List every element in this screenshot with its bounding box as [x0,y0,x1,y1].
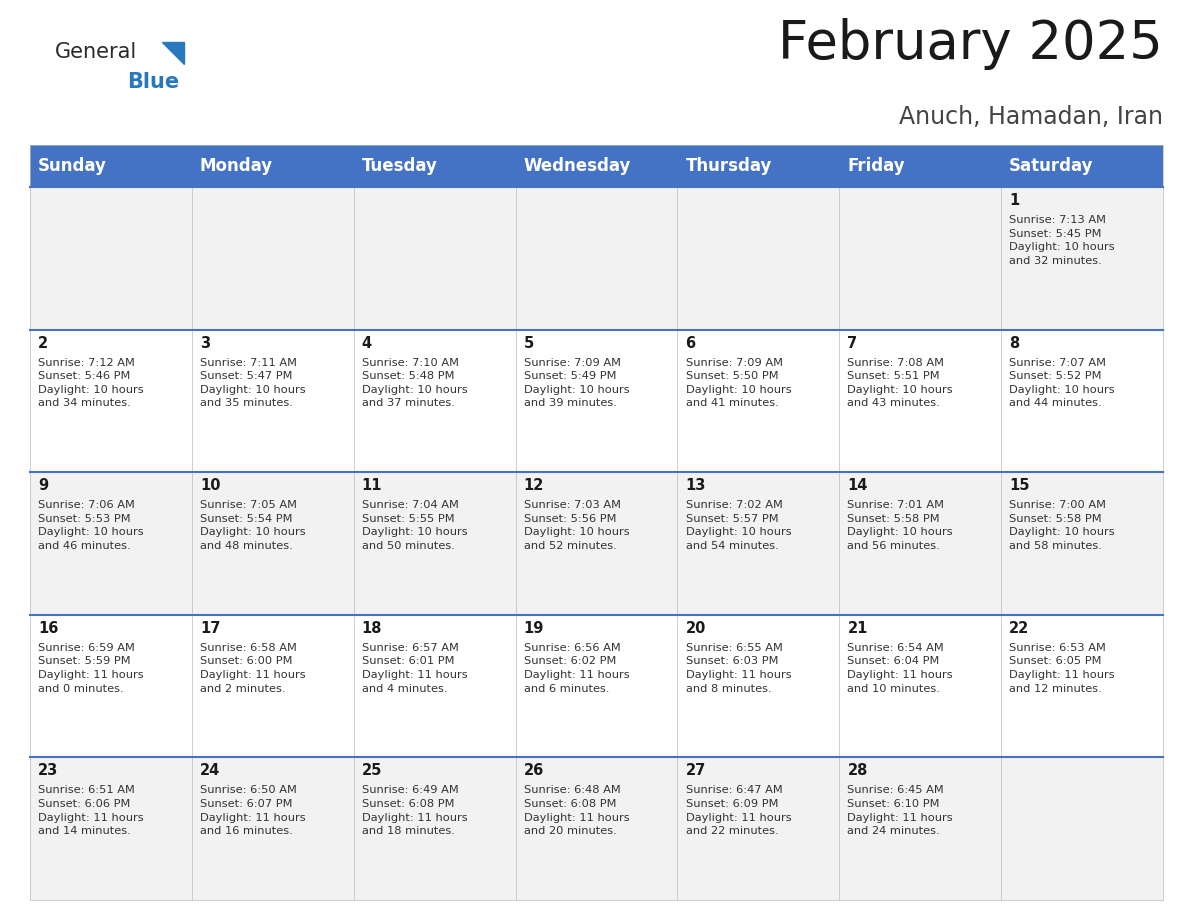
Text: 1: 1 [1010,193,1019,208]
Text: Sunrise: 7:02 AM
Sunset: 5:57 PM
Daylight: 10 hours
and 54 minutes.: Sunrise: 7:02 AM Sunset: 5:57 PM Dayligh… [685,500,791,551]
Text: Sunrise: 7:01 AM
Sunset: 5:58 PM
Daylight: 10 hours
and 56 minutes.: Sunrise: 7:01 AM Sunset: 5:58 PM Dayligh… [847,500,953,551]
Text: 22: 22 [1010,621,1030,636]
Text: Sunrise: 6:54 AM
Sunset: 6:04 PM
Daylight: 11 hours
and 10 minutes.: Sunrise: 6:54 AM Sunset: 6:04 PM Dayligh… [847,643,953,694]
Text: 28: 28 [847,764,867,778]
Text: Sunrise: 6:59 AM
Sunset: 5:59 PM
Daylight: 11 hours
and 0 minutes.: Sunrise: 6:59 AM Sunset: 5:59 PM Dayligh… [38,643,144,694]
Bar [677,145,839,187]
Text: 9: 9 [38,478,49,493]
Text: Anuch, Hamadan, Iran: Anuch, Hamadan, Iran [899,105,1163,129]
Text: Sunrise: 7:03 AM
Sunset: 5:56 PM
Daylight: 10 hours
and 52 minutes.: Sunrise: 7:03 AM Sunset: 5:56 PM Dayligh… [524,500,630,551]
Polygon shape [162,42,184,64]
Text: Sunrise: 7:09 AM
Sunset: 5:50 PM
Daylight: 10 hours
and 41 minutes.: Sunrise: 7:09 AM Sunset: 5:50 PM Dayligh… [685,358,791,409]
Text: 27: 27 [685,764,706,778]
Text: Sunrise: 7:11 AM
Sunset: 5:47 PM
Daylight: 10 hours
and 35 minutes.: Sunrise: 7:11 AM Sunset: 5:47 PM Dayligh… [200,358,305,409]
Text: Sunrise: 7:10 AM
Sunset: 5:48 PM
Daylight: 10 hours
and 37 minutes.: Sunrise: 7:10 AM Sunset: 5:48 PM Dayligh… [362,358,467,409]
Text: 6: 6 [685,336,696,351]
Bar [30,187,1163,330]
Text: 25: 25 [362,764,383,778]
Text: Sunrise: 6:56 AM
Sunset: 6:02 PM
Daylight: 11 hours
and 6 minutes.: Sunrise: 6:56 AM Sunset: 6:02 PM Dayligh… [524,643,630,694]
Text: Saturday: Saturday [1010,157,1094,175]
Text: 5: 5 [524,336,533,351]
Text: Wednesday: Wednesday [524,157,631,175]
Text: Blue: Blue [127,72,179,92]
Text: General: General [55,42,138,62]
Text: Friday: Friday [847,157,905,175]
Text: 19: 19 [524,621,544,636]
Text: 10: 10 [200,478,221,493]
Text: Sunrise: 7:05 AM
Sunset: 5:54 PM
Daylight: 10 hours
and 48 minutes.: Sunrise: 7:05 AM Sunset: 5:54 PM Dayligh… [200,500,305,551]
Bar [30,330,1163,472]
Text: 17: 17 [200,621,220,636]
Bar [839,145,1001,187]
Text: 21: 21 [847,621,867,636]
Text: February 2025: February 2025 [778,18,1163,70]
Text: 4: 4 [362,336,372,351]
Text: Sunrise: 6:58 AM
Sunset: 6:00 PM
Daylight: 11 hours
and 2 minutes.: Sunrise: 6:58 AM Sunset: 6:00 PM Dayligh… [200,643,305,694]
Text: 23: 23 [38,764,58,778]
Text: Sunrise: 6:45 AM
Sunset: 6:10 PM
Daylight: 11 hours
and 24 minutes.: Sunrise: 6:45 AM Sunset: 6:10 PM Dayligh… [847,786,953,836]
Text: Sunrise: 6:53 AM
Sunset: 6:05 PM
Daylight: 11 hours
and 12 minutes.: Sunrise: 6:53 AM Sunset: 6:05 PM Dayligh… [1010,643,1114,694]
Text: Sunrise: 6:55 AM
Sunset: 6:03 PM
Daylight: 11 hours
and 8 minutes.: Sunrise: 6:55 AM Sunset: 6:03 PM Dayligh… [685,643,791,694]
Text: Tuesday: Tuesday [362,157,437,175]
Text: Sunrise: 7:00 AM
Sunset: 5:58 PM
Daylight: 10 hours
and 58 minutes.: Sunrise: 7:00 AM Sunset: 5:58 PM Dayligh… [1010,500,1114,551]
Text: Sunrise: 6:51 AM
Sunset: 6:06 PM
Daylight: 11 hours
and 14 minutes.: Sunrise: 6:51 AM Sunset: 6:06 PM Dayligh… [38,786,144,836]
Text: 18: 18 [362,621,383,636]
Text: Sunrise: 6:50 AM
Sunset: 6:07 PM
Daylight: 11 hours
and 16 minutes.: Sunrise: 6:50 AM Sunset: 6:07 PM Dayligh… [200,786,305,836]
Text: Sunrise: 7:04 AM
Sunset: 5:55 PM
Daylight: 10 hours
and 50 minutes.: Sunrise: 7:04 AM Sunset: 5:55 PM Dayligh… [362,500,467,551]
Bar [30,145,191,187]
Text: Thursday: Thursday [685,157,772,175]
Text: Sunrise: 6:48 AM
Sunset: 6:08 PM
Daylight: 11 hours
and 20 minutes.: Sunrise: 6:48 AM Sunset: 6:08 PM Dayligh… [524,786,630,836]
Text: Sunrise: 7:12 AM
Sunset: 5:46 PM
Daylight: 10 hours
and 34 minutes.: Sunrise: 7:12 AM Sunset: 5:46 PM Dayligh… [38,358,144,409]
Text: Sunrise: 6:57 AM
Sunset: 6:01 PM
Daylight: 11 hours
and 4 minutes.: Sunrise: 6:57 AM Sunset: 6:01 PM Dayligh… [362,643,467,694]
Text: 15: 15 [1010,478,1030,493]
Text: Monday: Monday [200,157,273,175]
Text: 14: 14 [847,478,867,493]
Text: Sunrise: 7:09 AM
Sunset: 5:49 PM
Daylight: 10 hours
and 39 minutes.: Sunrise: 7:09 AM Sunset: 5:49 PM Dayligh… [524,358,630,409]
Text: 13: 13 [685,478,706,493]
Text: 12: 12 [524,478,544,493]
Text: 26: 26 [524,764,544,778]
Text: 7: 7 [847,336,858,351]
Bar [191,145,354,187]
Text: 2: 2 [38,336,49,351]
Bar [30,472,1163,615]
Text: Sunrise: 6:47 AM
Sunset: 6:09 PM
Daylight: 11 hours
and 22 minutes.: Sunrise: 6:47 AM Sunset: 6:09 PM Dayligh… [685,786,791,836]
Text: Sunrise: 7:13 AM
Sunset: 5:45 PM
Daylight: 10 hours
and 32 minutes.: Sunrise: 7:13 AM Sunset: 5:45 PM Dayligh… [1010,215,1114,266]
Bar [516,145,677,187]
Bar [354,145,516,187]
Bar [30,757,1163,900]
Text: Sunrise: 7:06 AM
Sunset: 5:53 PM
Daylight: 10 hours
and 46 minutes.: Sunrise: 7:06 AM Sunset: 5:53 PM Dayligh… [38,500,144,551]
Bar [1001,145,1163,187]
Text: Sunrise: 7:07 AM
Sunset: 5:52 PM
Daylight: 10 hours
and 44 minutes.: Sunrise: 7:07 AM Sunset: 5:52 PM Dayligh… [1010,358,1114,409]
Text: 16: 16 [38,621,58,636]
Text: Sunrise: 7:08 AM
Sunset: 5:51 PM
Daylight: 10 hours
and 43 minutes.: Sunrise: 7:08 AM Sunset: 5:51 PM Dayligh… [847,358,953,409]
Text: 8: 8 [1010,336,1019,351]
Text: Sunday: Sunday [38,157,107,175]
Text: 20: 20 [685,621,706,636]
Text: Sunrise: 6:49 AM
Sunset: 6:08 PM
Daylight: 11 hours
and 18 minutes.: Sunrise: 6:49 AM Sunset: 6:08 PM Dayligh… [362,786,467,836]
Bar [30,615,1163,757]
Text: 3: 3 [200,336,210,351]
Text: 24: 24 [200,764,220,778]
Text: 11: 11 [362,478,383,493]
